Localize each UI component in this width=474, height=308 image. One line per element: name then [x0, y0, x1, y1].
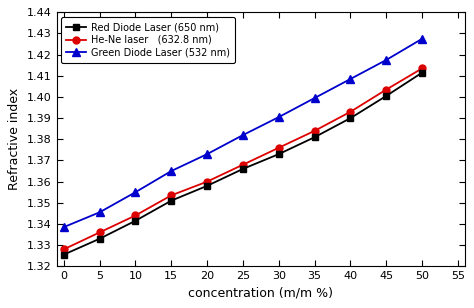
Red Diode Laser (650 nm): [347, 116, 353, 120]
He-Ne laser   (632.8 nm): [276, 146, 282, 150]
Green Diode Laser (532 nm): [383, 58, 389, 62]
Line: Red Diode Laser (650 nm): Red Diode Laser (650 nm): [61, 70, 425, 258]
Green Diode Laser (532 nm): [312, 96, 318, 100]
Red Diode Laser (650 nm): [97, 237, 102, 241]
Green Diode Laser (532 nm): [61, 225, 67, 229]
He-Ne laser   (632.8 nm): [133, 214, 138, 217]
Red Diode Laser (650 nm): [312, 135, 318, 139]
He-Ne laser   (632.8 nm): [347, 110, 353, 114]
Green Diode Laser (532 nm): [240, 133, 246, 137]
Red Diode Laser (650 nm): [61, 253, 67, 257]
He-Ne laser   (632.8 nm): [204, 180, 210, 184]
He-Ne laser   (632.8 nm): [61, 247, 67, 251]
Green Diode Laser (532 nm): [133, 190, 138, 194]
He-Ne laser   (632.8 nm): [419, 67, 425, 70]
Red Diode Laser (650 nm): [276, 152, 282, 156]
Red Diode Laser (650 nm): [240, 167, 246, 171]
Line: He-Ne laser   (632.8 nm): He-Ne laser (632.8 nm): [60, 65, 426, 253]
Green Diode Laser (532 nm): [97, 210, 102, 214]
Red Diode Laser (650 nm): [204, 184, 210, 188]
He-Ne laser   (632.8 nm): [312, 129, 318, 133]
Y-axis label: Refractive index: Refractive index: [9, 88, 21, 190]
X-axis label: concentration (m/m %): concentration (m/m %): [188, 287, 333, 300]
He-Ne laser   (632.8 nm): [383, 88, 389, 91]
Red Diode Laser (650 nm): [419, 71, 425, 75]
Legend: Red Diode Laser (650 nm), He-Ne laser   (632.8 nm), Green Diode Laser (532 nm): Red Diode Laser (650 nm), He-Ne laser (6…: [62, 17, 235, 63]
Red Diode Laser (650 nm): [383, 94, 389, 98]
Red Diode Laser (650 nm): [133, 219, 138, 223]
He-Ne laser   (632.8 nm): [168, 193, 174, 197]
Green Diode Laser (532 nm): [204, 152, 210, 156]
Green Diode Laser (532 nm): [276, 115, 282, 119]
Green Diode Laser (532 nm): [419, 37, 425, 41]
Line: Green Diode Laser (532 nm): Green Diode Laser (532 nm): [60, 34, 426, 231]
Red Diode Laser (650 nm): [168, 199, 174, 202]
Green Diode Laser (532 nm): [347, 77, 353, 81]
Green Diode Laser (532 nm): [168, 169, 174, 173]
He-Ne laser   (632.8 nm): [97, 231, 102, 234]
He-Ne laser   (632.8 nm): [240, 163, 246, 167]
